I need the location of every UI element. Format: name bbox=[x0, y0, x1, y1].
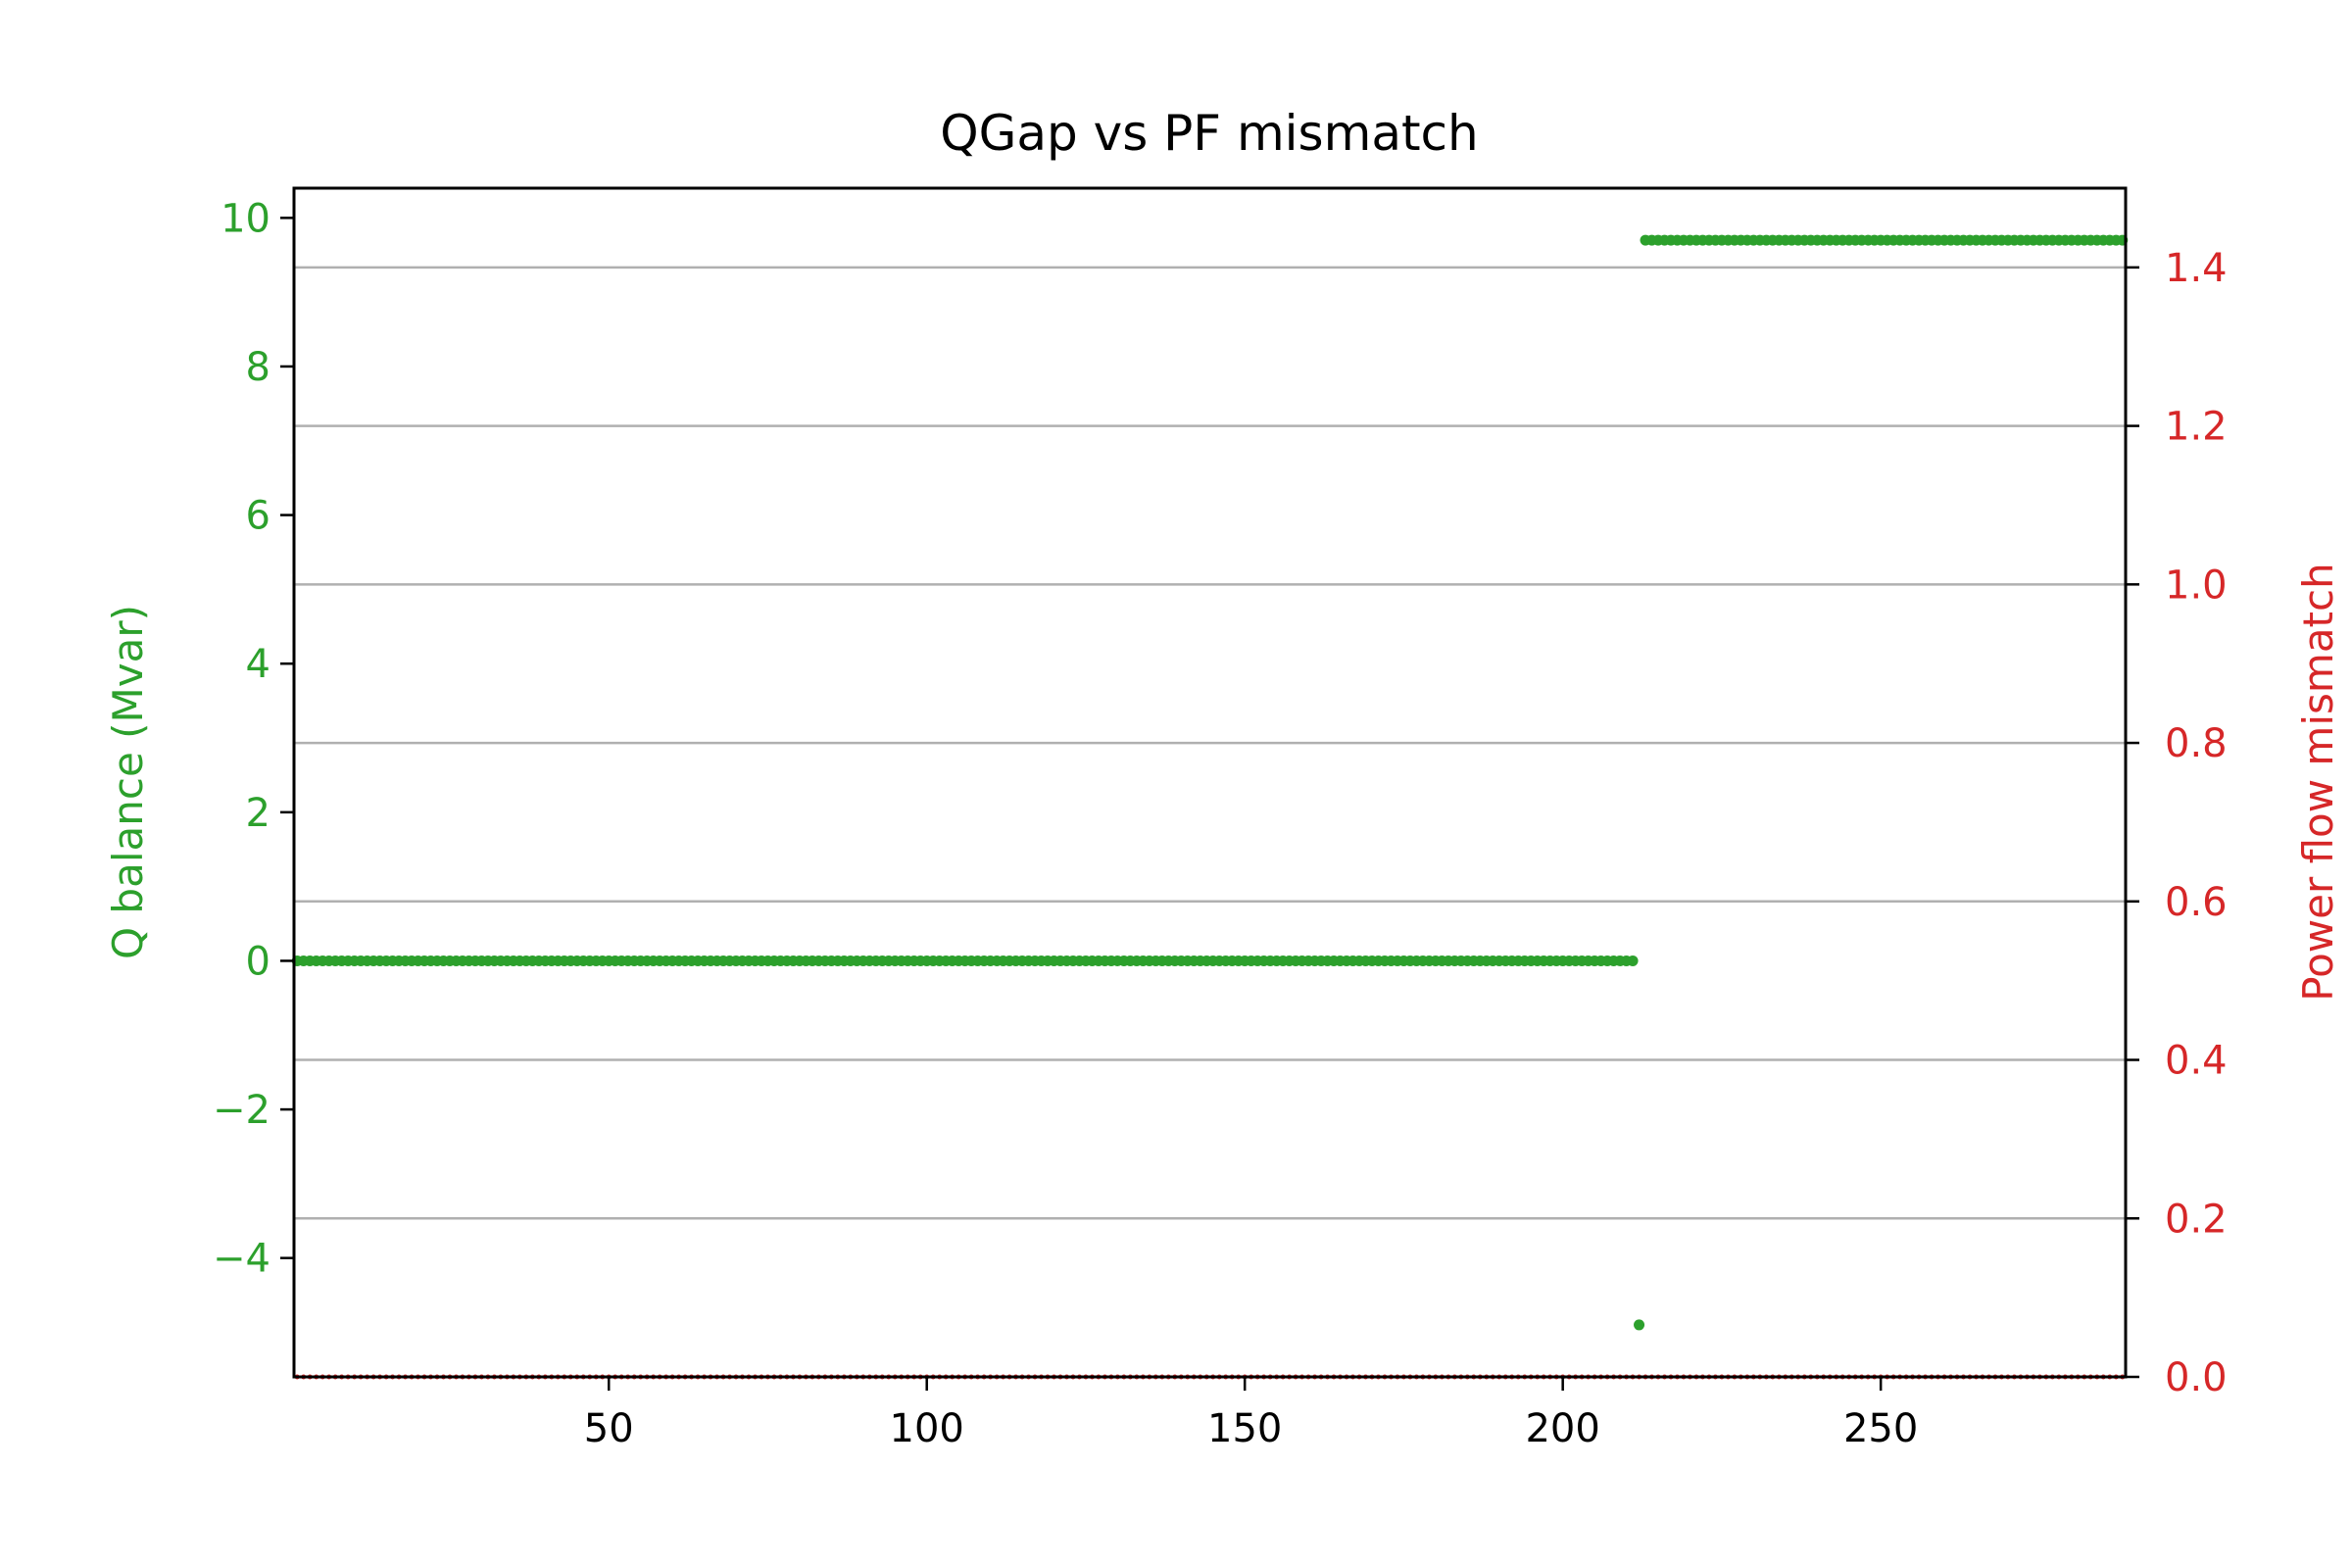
left-tick-label: 0 bbox=[246, 939, 270, 984]
right-tick-label: 0.8 bbox=[2165, 721, 2228, 766]
axes: 50 100 150 200 250 −4 −2 0 2 4 6 8 10 0.0 0.2 0.4 0.6 0.8… bbox=[213, 196, 2228, 1451]
grid-lines bbox=[294, 266, 2126, 1220]
left-tick-label: −2 bbox=[213, 1088, 270, 1133]
left-axis-label: Q balance (Mvar) bbox=[104, 605, 152, 959]
x-tick-label: 150 bbox=[1207, 1406, 1282, 1451]
right-axis-label: Power flow mismatch bbox=[2294, 563, 2342, 1001]
x-tick-label: 100 bbox=[890, 1406, 964, 1451]
left-tick-label: 2 bbox=[246, 791, 270, 836]
right-tick-label: 1.2 bbox=[2165, 405, 2228, 450]
series-q-balance bbox=[291, 234, 2129, 1331]
x-tick-label: 200 bbox=[1525, 1406, 1599, 1451]
data-series bbox=[291, 234, 2129, 1380]
left-tick-label: 4 bbox=[246, 642, 270, 687]
chart-title: QGap vs PF mismatch bbox=[940, 105, 1479, 162]
data-point bbox=[1634, 1319, 1645, 1331]
x-tick-label: 50 bbox=[584, 1406, 634, 1451]
x-tick-label: 250 bbox=[1843, 1406, 1918, 1451]
data-point bbox=[1627, 955, 1639, 966]
left-tick-label: 10 bbox=[220, 196, 270, 241]
right-tick-label: 0.4 bbox=[2165, 1039, 2228, 1084]
right-tick-label: 1.4 bbox=[2165, 246, 2228, 291]
plot-frame bbox=[292, 186, 2128, 1379]
right-tick-label: 1.0 bbox=[2165, 563, 2228, 608]
right-tick-label: 0.6 bbox=[2165, 880, 2228, 925]
left-tick-label: 8 bbox=[246, 345, 270, 390]
left-tick-label: 6 bbox=[246, 494, 270, 539]
right-tick-label: 0.2 bbox=[2165, 1197, 2228, 1242]
right-tick-label: 0.0 bbox=[2165, 1355, 2228, 1400]
left-tick-label: −4 bbox=[213, 1237, 270, 1282]
